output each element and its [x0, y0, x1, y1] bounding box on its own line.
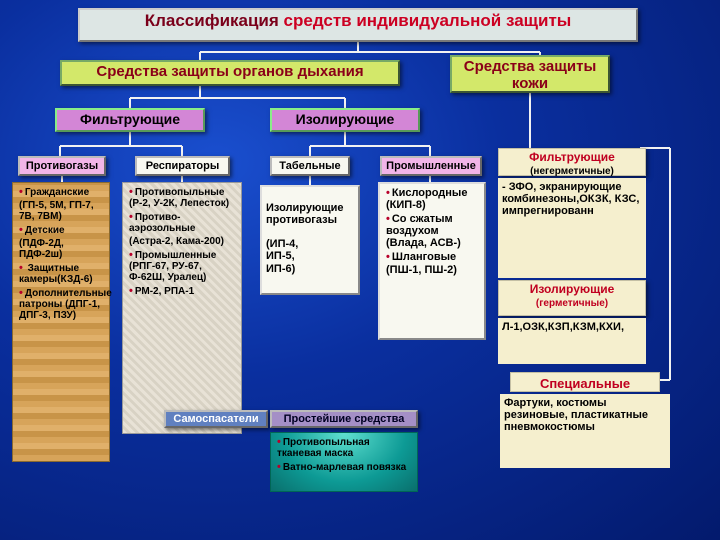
filtering-label: Фильтрующие	[80, 112, 180, 127]
filtering-box: Фильтрующие	[55, 108, 205, 132]
special-list: Фартуки, костюмы резиновые, пластикатные…	[500, 394, 670, 468]
simplest-label: Простейшие средства	[284, 413, 405, 425]
isolating-box: Изолирующие	[270, 108, 420, 132]
skin-isolating-sub: (герметичные)	[536, 298, 608, 309]
respiratory-box: Средства защиты органов дыхания	[60, 60, 400, 86]
tabular-list: Изолирующие противогазы (ИП-4, ИП-5, ИП-…	[260, 185, 360, 295]
gasmask-label: Противогазы	[26, 160, 98, 172]
industrial-tag: Промышленные	[380, 156, 482, 176]
self-rescuer-label: Самоспасатели	[173, 413, 258, 425]
skin-isolating-text: Л-1,ОЗК,КЗП,КЗМ,КХИ,	[502, 321, 624, 333]
skin-label: Средства защиты кожи	[464, 58, 597, 92]
skin-filtering-sub: (негерметичные)	[530, 166, 614, 177]
respirator-label: Респираторы	[146, 160, 219, 172]
skin-isolating-list: Л-1,ОЗК,КЗП,КЗМ,КХИ,	[498, 318, 646, 364]
title-box: Классификация средств индивидуальной защ…	[78, 8, 638, 42]
simplest-tag: Простейшие средства	[270, 410, 418, 428]
industrial-list: Кислородные (КИП-8)Со сжатым воздухом (В…	[378, 182, 486, 340]
skin-filtering-header: Фильтрующие (негерметичные)	[498, 148, 646, 176]
tabular-text: Изолирующие противогазы (ИП-4, ИП-5, ИП-…	[266, 202, 344, 274]
title-text: Классификация средств индивидуальной защ…	[145, 11, 572, 30]
industrial-label: Промышленные	[386, 160, 476, 172]
tabular-tag: Табельные	[270, 156, 350, 176]
tabular-label: Табельные	[279, 160, 340, 172]
respirator-tag: Респираторы	[135, 156, 230, 176]
gasmask-list: Гражданские(ГП-5, 5М, ГП-7, 7В, 7ВМ)Детс…	[12, 182, 110, 462]
skin-filtering-text: - ЗФО, экранирующие комбинезоны,ОКЗК, КЗ…	[502, 181, 639, 217]
skin-isolating-title: Изолирующие	[530, 282, 615, 296]
special-header: Специальные	[510, 372, 660, 392]
special-text: Фартуки, костюмы резиновые, пластикатные…	[504, 397, 648, 433]
self-rescuer-tag: Самоспасатели	[164, 410, 268, 428]
skin-filtering-list: - ЗФО, экранирующие комбинезоны,ОКЗК, КЗ…	[498, 178, 646, 278]
special-title: Специальные	[540, 376, 630, 391]
skin-filtering-title: Фильтрующие	[529, 150, 615, 164]
gasmask-tag: Противогазы	[18, 156, 106, 176]
simplest-list: Противопыльная тканевая маскаВатно-марле…	[270, 432, 418, 492]
respiratory-label: Средства защиты органов дыхания	[96, 63, 363, 80]
respirator-list: Противопыльные (Р-2, У-2К, Лепесток)Прот…	[122, 182, 242, 434]
isolating-label: Изолирующие	[296, 112, 395, 127]
skin-box: Средства защиты кожи	[450, 55, 610, 93]
skin-isolating-header: Изолирующие (герметичные)	[498, 280, 646, 316]
